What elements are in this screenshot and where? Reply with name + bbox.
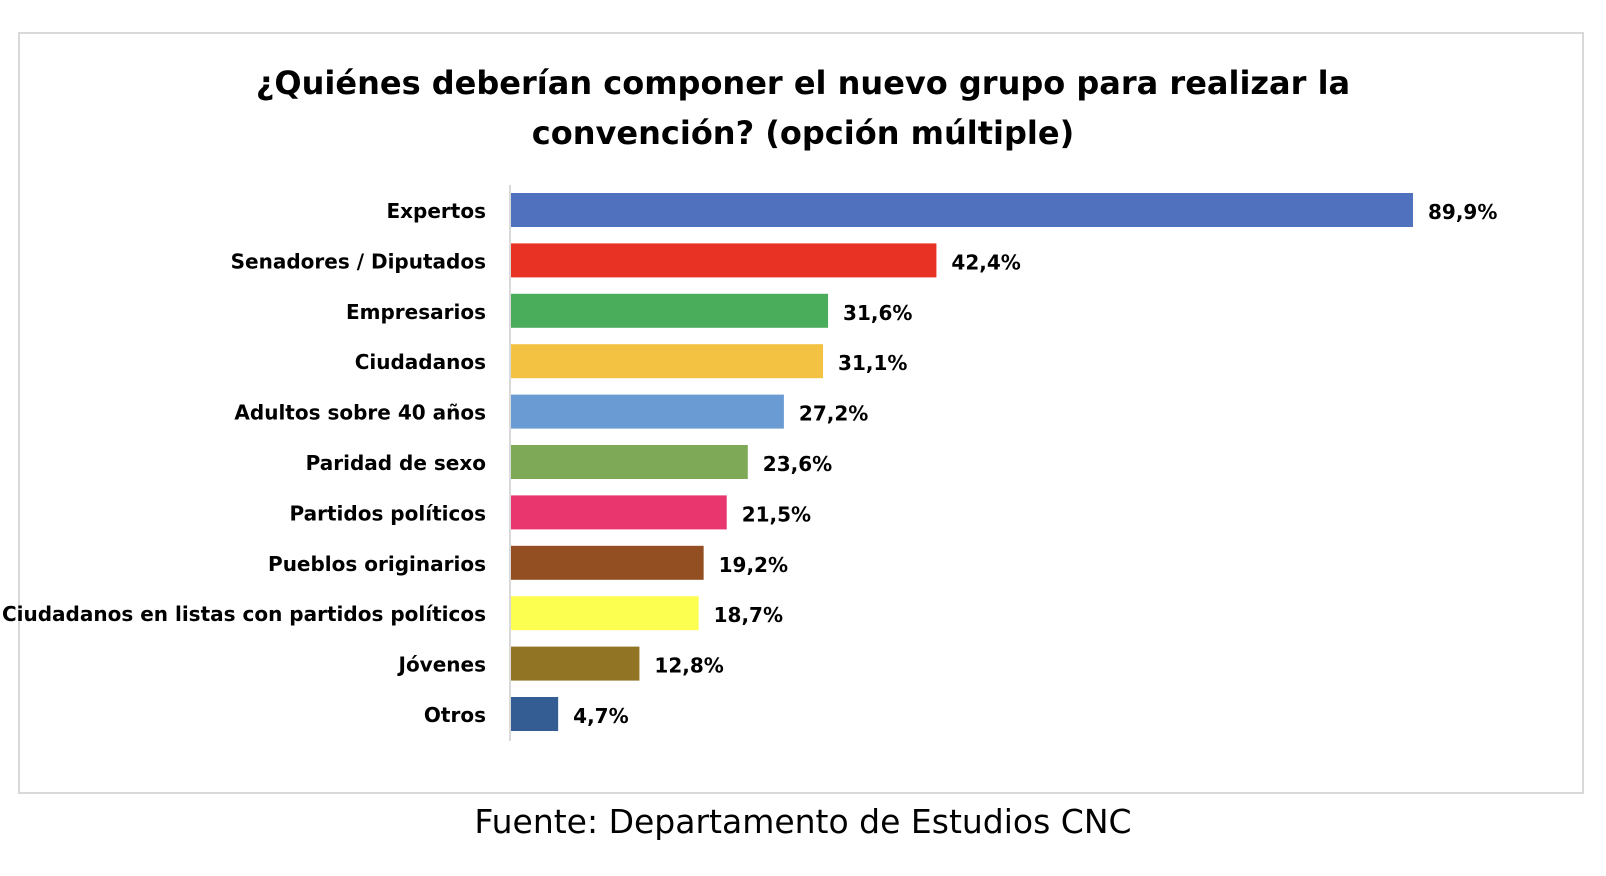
bar	[511, 193, 1413, 227]
category-label: Jóvenes	[397, 653, 487, 677]
category-label: Partidos políticos	[289, 501, 486, 525]
bar	[511, 596, 699, 631]
category-label: Paridad de sexo	[306, 451, 486, 475]
data-label: 31,6%	[843, 301, 912, 325]
data-label: 19,2%	[719, 553, 788, 577]
data-label: 4,7%	[573, 704, 628, 728]
bar	[511, 495, 727, 530]
chart-title: ¿Quiénes deberían componer el nuevo grup…	[0, 58, 1606, 158]
data-label: 27,2%	[799, 402, 868, 426]
bar	[511, 697, 559, 731]
chart-title-line-2: convención? (opción múltiple)	[531, 114, 1075, 152]
category-label: Expertos	[386, 199, 486, 223]
data-label: 89,9%	[1428, 200, 1497, 224]
category-label: Adultos sobre 40 años	[234, 401, 486, 425]
chart-title-line-1: ¿Quiénes deberían componer el nuevo grup…	[255, 64, 1351, 102]
data-label: 18,7%	[714, 603, 783, 627]
category-label: Ciudadanos	[355, 350, 486, 374]
bar	[511, 646, 640, 681]
bar	[511, 243, 937, 278]
chart-frame	[18, 32, 1584, 794]
bar	[511, 545, 704, 580]
category-label: Pueblos originarios	[268, 552, 486, 576]
category-label: Empresarios	[346, 300, 486, 324]
data-label: 21,5%	[742, 502, 811, 526]
data-label: 31,1%	[838, 351, 907, 375]
data-label: 42,4%	[951, 250, 1020, 274]
category-label: Senadores / Diputados	[231, 249, 486, 273]
bar	[511, 445, 748, 479]
bar	[511, 293, 829, 328]
data-label: 23,6%	[763, 452, 832, 476]
source-note: Fuente: Departamento de Estudios CNC	[474, 802, 1132, 841]
bar	[511, 344, 824, 379]
category-label: Otros	[424, 703, 486, 727]
data-label: 12,8%	[654, 654, 723, 678]
category-label: Ciudadanos en listas con partidos políti…	[2, 602, 486, 626]
bar	[511, 394, 784, 429]
